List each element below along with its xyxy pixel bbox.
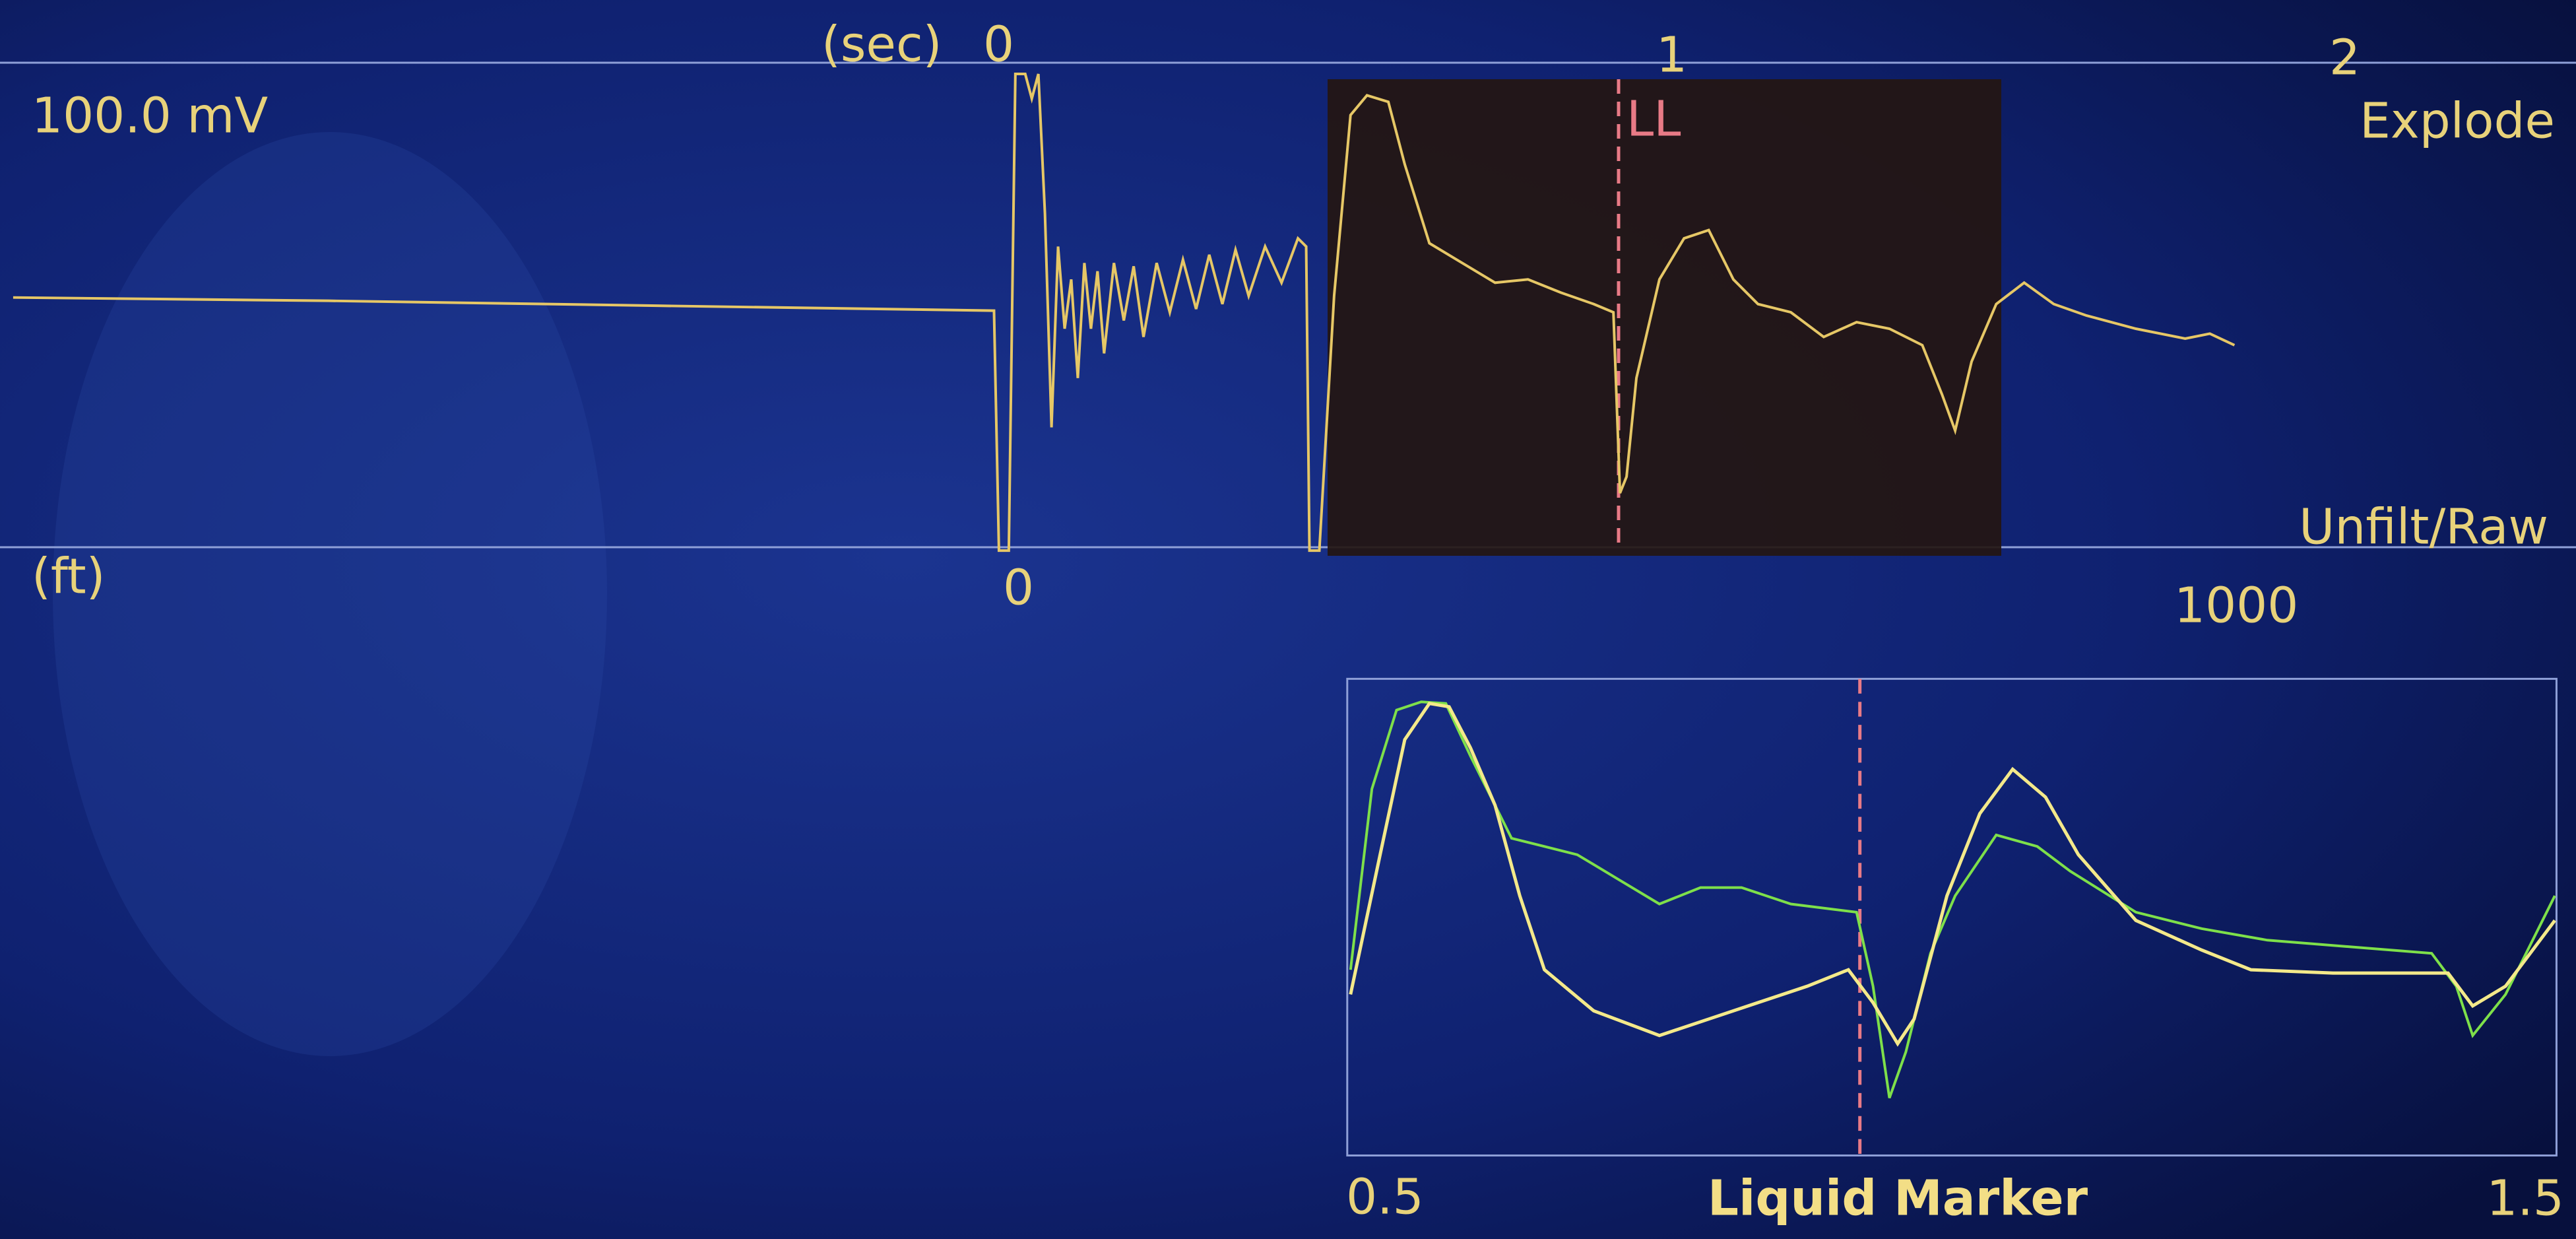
raw-trace bbox=[13, 73, 2236, 553]
depth-tick: 1000 bbox=[2174, 578, 2298, 634]
bottom-x-end: 1.5 bbox=[2486, 1170, 2564, 1227]
filtered-trace-yellow bbox=[1349, 702, 2556, 1047]
scale-label: 100.0 mV bbox=[32, 88, 268, 145]
time-tick: 2 bbox=[2329, 30, 2360, 86]
ll-label: LL bbox=[1626, 91, 1681, 148]
bottom-x-start: 0.5 bbox=[1346, 1169, 1424, 1226]
glare bbox=[53, 132, 607, 1056]
time-tick: 0 bbox=[983, 17, 1014, 73]
filtered-trace-green bbox=[1349, 700, 2556, 1098]
depth-axis-unit: (ft) bbox=[32, 549, 106, 605]
filter-label: Unfilt/Raw bbox=[2299, 499, 2548, 556]
top-trace-group bbox=[13, 73, 2558, 1156]
mode-label: Explode bbox=[2360, 93, 2555, 150]
liquid-box bbox=[1346, 677, 2558, 1156]
liquid-marker-label: Liquid Marker bbox=[1708, 1170, 2088, 1227]
depth-tick: 0 bbox=[1003, 560, 1034, 617]
explode-window bbox=[1328, 79, 2001, 556]
time-axis-unit: (sec) bbox=[821, 17, 942, 73]
time-tick: 1 bbox=[1656, 27, 1687, 84]
